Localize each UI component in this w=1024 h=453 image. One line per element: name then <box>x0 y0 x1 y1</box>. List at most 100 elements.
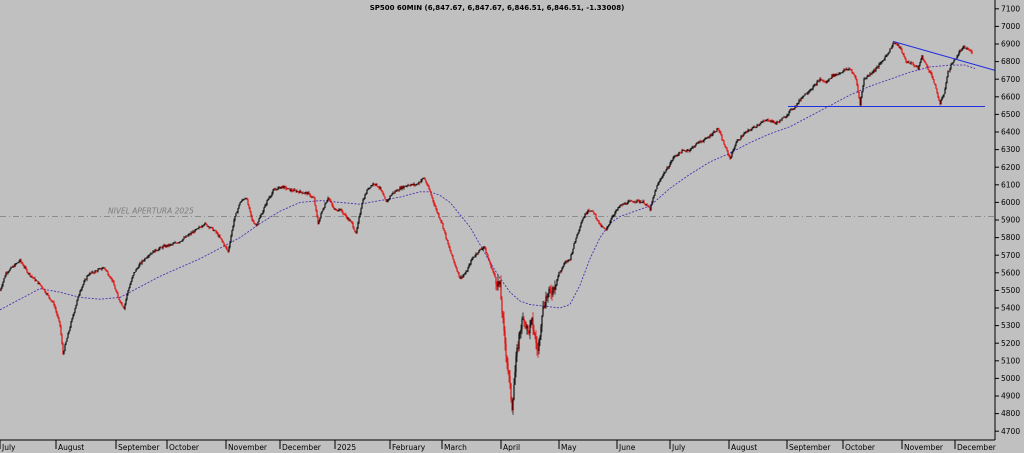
candle-body <box>258 218 260 222</box>
candle-up <box>78 293 80 297</box>
candle-body <box>182 238 184 241</box>
candle-body <box>305 192 307 193</box>
candle-body <box>83 281 85 285</box>
candle-body <box>95 270 97 272</box>
candle-up <box>887 52 889 56</box>
candle-down <box>480 247 482 250</box>
candle-up <box>628 199 630 203</box>
candle-down <box>719 129 721 134</box>
candle-up <box>963 45 965 50</box>
candle-body <box>503 317 505 331</box>
candle-body <box>818 80 820 82</box>
candle-down <box>176 242 178 244</box>
candle-body <box>881 61 883 63</box>
y-tick-label: 5400 <box>1001 304 1020 313</box>
candle-body <box>339 209 341 211</box>
candle-up <box>583 216 585 219</box>
candle-down <box>393 192 395 195</box>
candle-body <box>199 227 201 228</box>
candle-body <box>303 193 305 194</box>
candle-body <box>561 268 563 271</box>
candle-up <box>627 199 629 205</box>
candle-body <box>793 108 795 110</box>
candle-down <box>308 190 310 195</box>
candle-body <box>462 275 464 278</box>
candle-down <box>854 74 856 79</box>
candle-body <box>177 242 179 244</box>
candle-down <box>458 272 460 278</box>
candle-down <box>928 69 930 74</box>
candle-body <box>680 152 682 154</box>
candle-up <box>837 73 839 76</box>
candle-body <box>886 54 888 56</box>
candle-up <box>863 77 865 87</box>
candle-down <box>726 147 728 152</box>
candle-up <box>228 245 230 253</box>
candle-up <box>910 60 912 65</box>
candle-up <box>731 151 733 158</box>
candle-body <box>939 100 941 105</box>
candle-body <box>637 199 639 201</box>
candle-body <box>165 245 167 247</box>
candle-up <box>686 148 688 153</box>
candle-down <box>501 296 503 318</box>
candle-up <box>270 195 272 199</box>
candle-body <box>654 191 656 196</box>
candle-body <box>214 230 216 231</box>
candle-body <box>81 286 83 290</box>
candle-body <box>591 210 593 212</box>
candle-down <box>225 245 227 250</box>
candle-body <box>5 272 7 277</box>
candle-body <box>906 62 908 63</box>
candle-down <box>492 268 494 274</box>
candle-up <box>136 267 138 271</box>
candle-body <box>957 55 959 57</box>
candle-body <box>946 77 948 83</box>
candle-down <box>967 47 969 50</box>
candle-body <box>252 219 254 222</box>
candle-up <box>568 259 570 262</box>
candle-body <box>212 227 214 231</box>
candle-body <box>632 201 634 203</box>
candle-down <box>171 243 173 246</box>
candle-body <box>506 355 508 363</box>
candle-body <box>646 204 648 206</box>
candle-up <box>842 70 844 74</box>
candle-body <box>660 178 662 180</box>
candle-body <box>562 265 564 269</box>
y-tick-label: 6000 <box>1001 198 1020 207</box>
candle-body <box>619 205 621 208</box>
candle-up <box>888 51 890 55</box>
candle-up <box>966 46 968 50</box>
candle-body <box>636 199 638 202</box>
candle-body <box>860 97 862 105</box>
candle-down <box>938 96 940 102</box>
candle-body <box>424 177 426 181</box>
candle-up <box>654 189 656 196</box>
candle-down <box>160 245 162 248</box>
candle-body <box>360 208 362 214</box>
candle-up <box>800 97 802 102</box>
candle-down <box>926 63 928 68</box>
candle-up <box>712 131 714 136</box>
candle-up <box>884 55 886 61</box>
candle-up <box>635 201 637 204</box>
candle-up <box>103 267 105 269</box>
candle-body <box>276 189 278 190</box>
candle-body <box>802 95 804 98</box>
candle-body <box>498 281 500 285</box>
candle-down <box>227 249 229 253</box>
candle-up <box>957 53 959 58</box>
candle-body <box>204 223 206 225</box>
candle-body <box>92 271 94 273</box>
candle-body <box>17 262 19 263</box>
candle-down <box>284 185 286 189</box>
candle-body <box>85 279 87 281</box>
candle-body <box>451 253 453 256</box>
candle-body <box>393 192 395 194</box>
candle-up <box>734 144 736 150</box>
candle-down <box>649 206 651 212</box>
candle-up <box>942 95 944 99</box>
candle-body <box>282 186 284 189</box>
candle-body <box>348 218 350 221</box>
